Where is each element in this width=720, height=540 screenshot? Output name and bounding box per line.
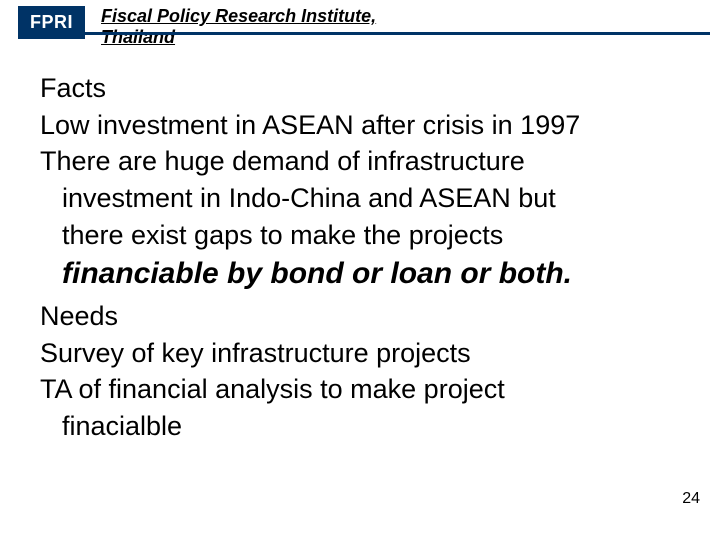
institute-line-1: Fiscal Policy Research Institute, — [101, 6, 376, 26]
page-number: 24 — [682, 490, 700, 508]
slide-header: FPRI Fiscal Policy Research Institute, T… — [0, 0, 720, 47]
facts-line-2c: there exist gaps to make the projects — [40, 218, 686, 253]
facts-line-1: Low investment in ASEAN after crisis in … — [40, 108, 686, 143]
emphasis-line: financiable by bond or loan or both. — [40, 254, 686, 293]
institute-line-2: Thailand — [101, 27, 175, 47]
institute-name: Fiscal Policy Research Institute, Thaila… — [101, 6, 376, 47]
slide-body: Facts Low investment in ASEAN after cris… — [0, 47, 720, 443]
needs-heading: Needs — [40, 299, 686, 334]
facts-heading: Facts — [40, 71, 686, 106]
facts-line-2a: There are huge demand of infrastructure — [40, 144, 686, 179]
facts-line-2b: investment in Indo-China and ASEAN but — [40, 181, 686, 216]
needs-line-2a: TA of financial analysis to make project — [40, 372, 686, 407]
header-rule — [74, 32, 710, 35]
needs-line-2b: finacialble — [40, 409, 686, 444]
needs-line-1: Survey of key infrastructure projects — [40, 336, 686, 371]
